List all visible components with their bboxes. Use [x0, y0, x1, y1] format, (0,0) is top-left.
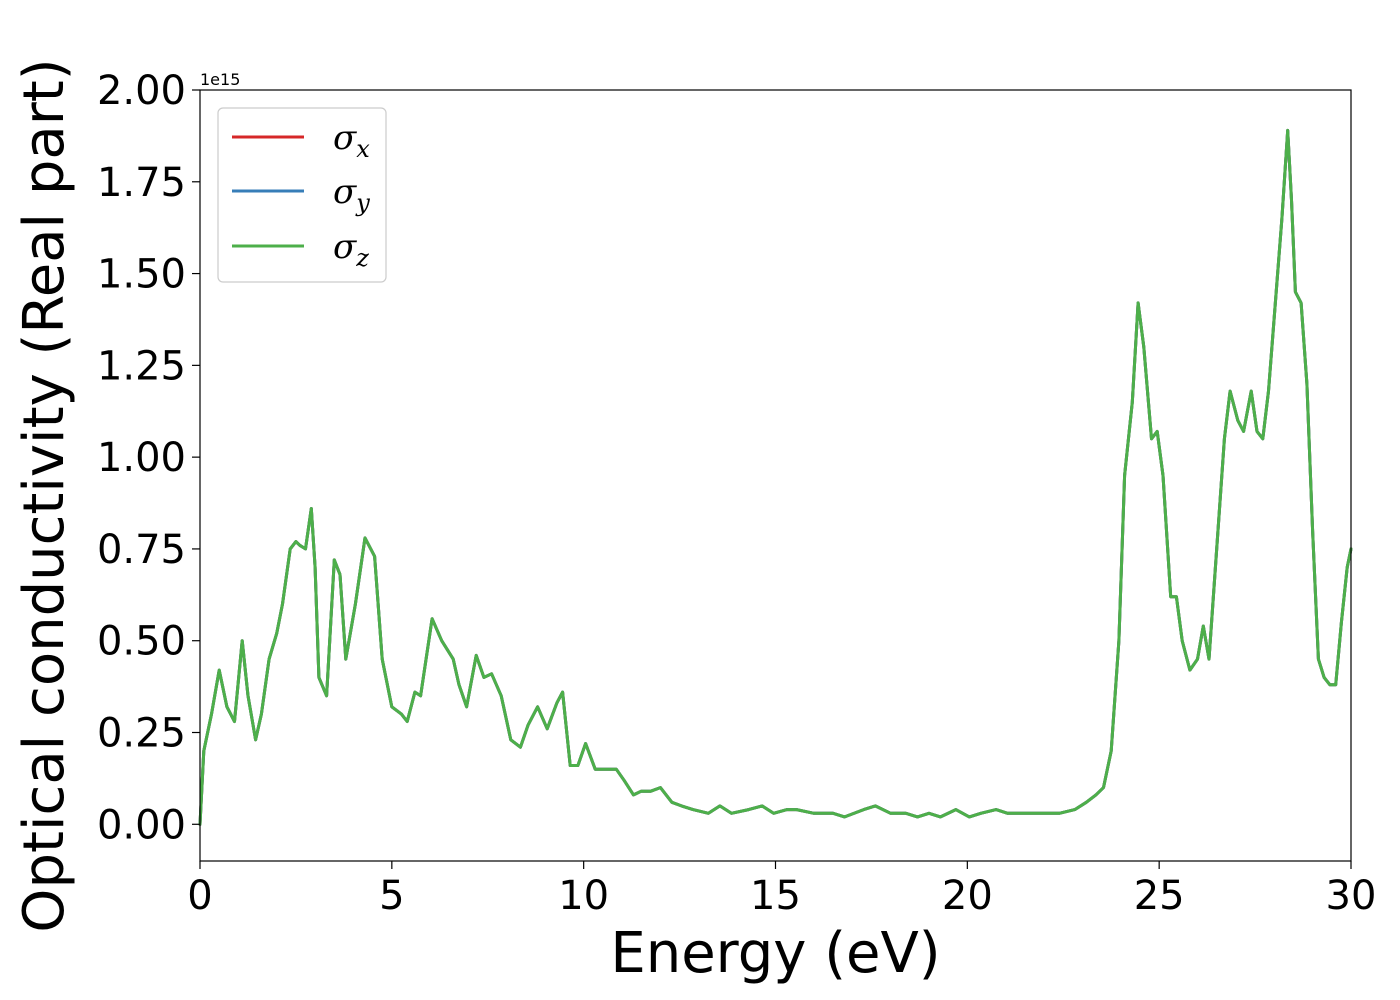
y-offset-label: 1e15: [200, 70, 240, 89]
legend-box: [217, 107, 387, 283]
series-line-z: [198, 128, 1353, 826]
legend-label-y: σy: [333, 172, 370, 217]
y-axis: 0.00 0.25 0.50 0.75 1.00 1.25 1.50 1.75 2.00: [97, 68, 200, 848]
legend: σx σy σz: [217, 107, 387, 283]
y-tick-label: 2.00: [97, 68, 186, 114]
y-tick-label: 1.00: [97, 435, 186, 481]
legend-label-z: σz: [333, 227, 369, 272]
y-axis-label: Optical conductivity (Real part): [12, 58, 77, 932]
x-axis: 0 5 10 15 20 25 30: [187, 861, 1376, 919]
legend-label-x: σx: [333, 118, 370, 163]
y-tick-label: 0.75: [97, 527, 186, 573]
x-tick-label: 30: [1326, 873, 1377, 919]
x-tick-label: 25: [1134, 873, 1185, 919]
x-tick-label: 0: [187, 873, 212, 919]
y-tick-label: 0.25: [97, 711, 186, 757]
plot-area: [198, 128, 1353, 826]
x-tick-label: 5: [379, 873, 404, 919]
y-tick-label: 1.75: [97, 160, 186, 206]
y-tick-label: 0.50: [97, 619, 186, 665]
y-tick-label: 1.50: [97, 252, 186, 298]
x-tick-label: 10: [558, 873, 609, 919]
x-tick-label: 20: [942, 873, 993, 919]
x-tick-label: 15: [750, 873, 801, 919]
y-tick-label: 1.25: [97, 343, 186, 389]
y-tick-label: 0.00: [97, 802, 186, 848]
x-axis-label: Energy (eV): [610, 921, 940, 986]
